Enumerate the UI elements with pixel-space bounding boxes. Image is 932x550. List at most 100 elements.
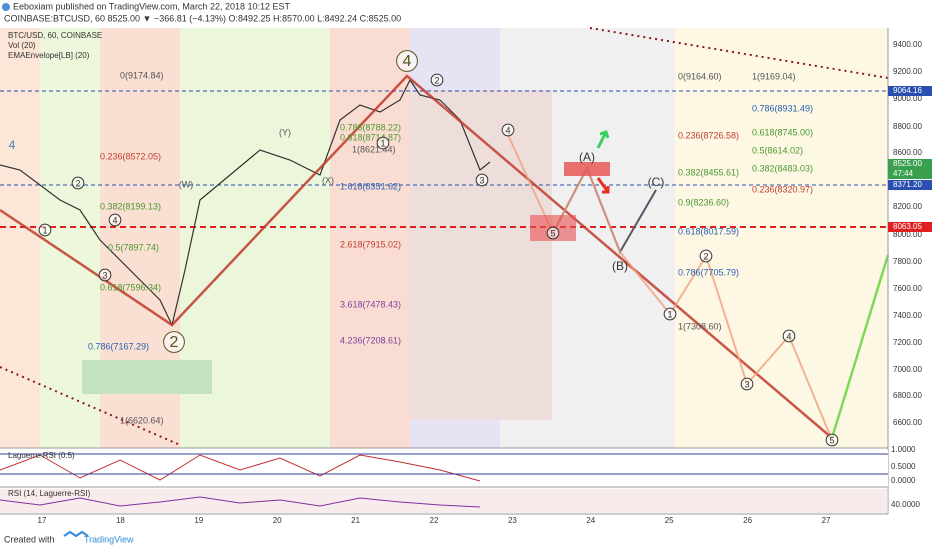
wave-line <box>0 74 833 439</box>
price-tick-label: 9400.00 <box>893 40 922 49</box>
fib-label: 0.5(7897.74) <box>108 242 159 252</box>
indicator-tick: 0.5000 <box>891 462 916 471</box>
fib-label: 0.786(8788.22) <box>340 122 401 132</box>
date-tick-label: 26 <box>743 516 752 525</box>
footer-brand[interactable]: TradingView <box>84 534 134 544</box>
wave-label: (Y) <box>279 127 291 137</box>
band <box>675 28 888 448</box>
wave-circle <box>98 268 112 282</box>
fib-label: 0.382(8199.13) <box>100 201 161 211</box>
wave-label: (C) <box>648 175 665 189</box>
price-tick-label: 8000.00 <box>893 230 922 239</box>
wave-circle <box>782 329 796 343</box>
indicator-tick: 0.0000 <box>891 476 916 485</box>
price-tick-label: 7800.00 <box>893 257 922 266</box>
price-tag: 8371.20 <box>893 180 922 189</box>
fib-label: 0.236(8320.97) <box>752 184 813 194</box>
price-tag-bg <box>888 180 932 190</box>
fib-label: 0.382(8455.61) <box>678 167 739 177</box>
price-tick-label: 8800.00 <box>893 122 922 131</box>
wave-label: (B) <box>612 259 628 273</box>
fib-label: 1(6620.64) <box>120 415 164 425</box>
box <box>82 360 212 394</box>
price-tick-label: 8200.00 <box>893 202 922 211</box>
band <box>330 28 410 448</box>
fib-label: 0.618(8017.59) <box>678 226 739 236</box>
date-tick-label: 23 <box>508 516 517 525</box>
fib-label: 1(7308.60) <box>678 321 722 331</box>
fib-label: 2.618(7915.02) <box>340 239 401 249</box>
author-line: Eeboxiam published on TradingView.com, M… <box>13 1 291 11</box>
price-tick-label: 7000.00 <box>893 365 922 374</box>
wave-label: 4 <box>112 215 117 225</box>
fib-label: 0.9(8236.60) <box>678 197 729 207</box>
wave-label: 1 <box>42 225 47 235</box>
price-path <box>0 78 491 327</box>
wave-circle <box>475 173 489 187</box>
fib-label: 0.618(8714.87) <box>340 132 401 142</box>
wave-circle <box>71 176 85 190</box>
price-tag: 8525.00 <box>893 159 922 168</box>
wave-circle <box>38 223 52 237</box>
price-tag: 9064.16 <box>893 86 922 95</box>
date-tick-label: 27 <box>822 516 831 525</box>
wave-label: 2 <box>75 178 80 188</box>
indicator-title: RSI (14, Laguerre-RSI) <box>8 489 91 498</box>
fib-label: 1.618(8351.62) <box>340 181 401 191</box>
fib-label: 0.618(8745.00) <box>752 127 813 137</box>
fib-label: 0.236(8572.05) <box>100 151 161 161</box>
wave-label: 4 <box>786 331 791 341</box>
wave-label: 2 <box>703 251 708 261</box>
wave-label: 4 <box>9 138 16 152</box>
fib-label: 0.5(8614.02) <box>752 145 803 155</box>
price-tick-label: 7200.00 <box>893 338 922 347</box>
wave-circle <box>740 377 754 391</box>
date-tick-label: 17 <box>38 516 47 525</box>
wave-circle <box>546 226 560 240</box>
indicator-title: Laguerre-RSI (0.5) <box>8 451 75 460</box>
wave-label: 1 <box>380 138 385 148</box>
fib-label: 0.786(7167.29) <box>88 341 149 351</box>
fib-label: 0.786(7705.79) <box>678 267 739 277</box>
wave-label: 2 <box>434 75 439 85</box>
fib-label: 1(8621.44) <box>352 144 396 154</box>
wave-label: 4 <box>505 125 510 135</box>
wave-circle <box>699 249 713 263</box>
wave-label: (A) <box>579 150 595 164</box>
price-tick-label: 9000.00 <box>893 94 922 103</box>
price-tag-bg <box>888 169 932 179</box>
wave-circle <box>396 50 418 72</box>
date-tick-label: 21 <box>351 516 360 525</box>
band <box>410 28 500 448</box>
wave-circle <box>825 433 839 447</box>
wave-label: 4 <box>403 53 412 70</box>
price-tag: 47:44 <box>893 169 914 178</box>
target-line <box>830 254 890 439</box>
wave-label: 3 <box>479 175 484 185</box>
fib-label: 0.786(8931.49) <box>752 103 813 113</box>
date-tick-label: 18 <box>116 516 125 525</box>
wave-circle <box>501 123 515 137</box>
wave-label: (W) <box>179 179 194 189</box>
wave-label: 3 <box>744 379 749 389</box>
price-tag-bg <box>888 159 932 169</box>
fib-label: 4.236(7208.61) <box>340 335 401 345</box>
price-tick-label: 7600.00 <box>893 284 922 293</box>
fib-label: 0.236(8726.58) <box>678 130 739 140</box>
trend-dotted <box>589 27 889 79</box>
box <box>410 90 552 420</box>
fib-label: 0.382(8483.03) <box>752 163 813 173</box>
band <box>500 28 675 448</box>
price-tick-label: 8600.00 <box>893 148 922 157</box>
fib-label: 0(9164.60) <box>678 71 722 81</box>
price-tag-bg <box>888 222 932 232</box>
wave-label: 5 <box>829 435 834 445</box>
price-tick-label: 7400.00 <box>893 311 922 320</box>
date-tick-label: 25 <box>665 516 674 525</box>
rsi-line <box>0 496 481 508</box>
price-tick-label: 6800.00 <box>893 391 922 400</box>
legend-item: EMAEnvelope[LB] (20) <box>8 51 90 60</box>
wave-circle <box>376 136 390 150</box>
date-tick-label: 24 <box>586 516 595 525</box>
fib-label: 0.618(7596.34) <box>100 282 161 292</box>
